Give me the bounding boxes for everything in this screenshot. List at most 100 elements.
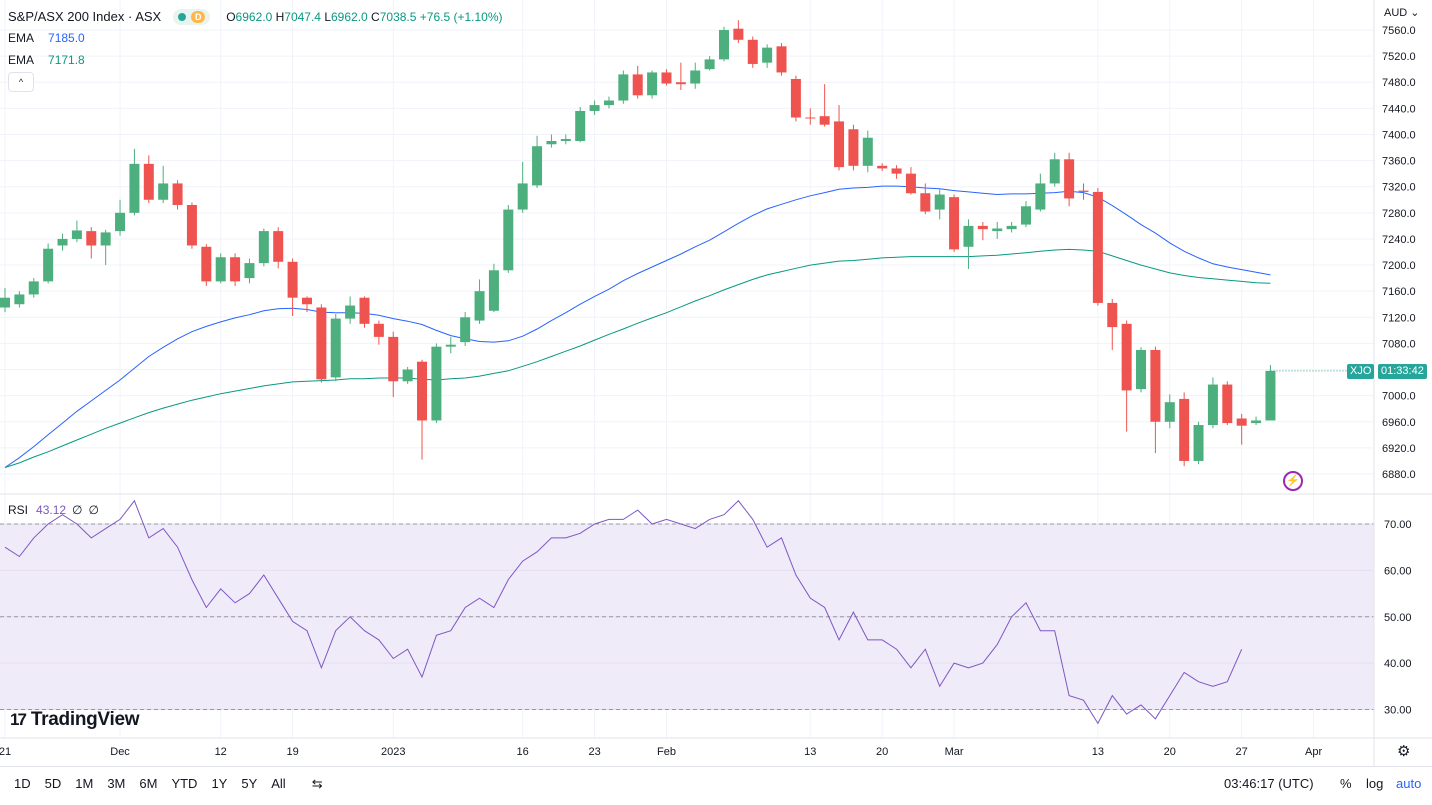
range-1y[interactable]: 1Y bbox=[211, 776, 228, 791]
ema-fast-label: EMA bbox=[8, 31, 35, 45]
rsi-tick-label: 60.00 bbox=[1384, 565, 1412, 577]
logo-text: TradingView bbox=[30, 709, 140, 730]
delayed-badge: D bbox=[191, 11, 206, 23]
utc-clock[interactable]: 03:46:17 (UTC) bbox=[1224, 776, 1314, 791]
candle-up bbox=[488, 270, 499, 311]
price-tick-label: 6960.0 bbox=[1382, 417, 1416, 429]
candle-up bbox=[1049, 159, 1060, 184]
candle-up bbox=[129, 163, 140, 213]
candle-up bbox=[445, 344, 456, 347]
candle-down bbox=[733, 28, 744, 40]
candle-down bbox=[949, 197, 960, 250]
bar-countdown-tag: 01:33:42 bbox=[1378, 364, 1427, 379]
price-tick-label: 7560.0 bbox=[1382, 25, 1416, 37]
candle-up bbox=[934, 194, 945, 210]
collapse-legend-button[interactable]: ^ bbox=[8, 72, 34, 92]
range-5y[interactable]: 5Y bbox=[241, 776, 258, 791]
range-all[interactable]: All bbox=[271, 776, 286, 791]
open-label: O bbox=[226, 10, 236, 24]
time-tick-label: 19 bbox=[286, 746, 298, 758]
candle-down bbox=[977, 225, 988, 230]
log-scale-toggle[interactable]: log bbox=[1366, 776, 1384, 791]
ema-slow-legend[interactable]: EMA 7171.8 bbox=[8, 53, 85, 67]
candle-down bbox=[1179, 398, 1190, 461]
candle-up bbox=[431, 346, 442, 421]
tradingview-mark-icon: 17 bbox=[10, 710, 27, 729]
range-1m[interactable]: 1M bbox=[75, 776, 94, 791]
gear-icon[interactable]: ⚙ bbox=[1397, 743, 1411, 760]
candle-up bbox=[704, 59, 715, 70]
candle-up bbox=[460, 317, 471, 343]
range-5d[interactable]: 5D bbox=[44, 776, 62, 791]
rsi-na-2: ∅ bbox=[88, 503, 99, 517]
rsi-na-1: ∅ bbox=[72, 503, 83, 517]
lightning-icon[interactable]: ⚡ bbox=[1283, 471, 1303, 491]
candle-down bbox=[1121, 323, 1132, 391]
candle-down bbox=[1150, 349, 1161, 422]
currency-selector[interactable]: AUD ⌄ bbox=[1384, 6, 1420, 19]
candle-down bbox=[230, 257, 241, 282]
rsi-legend[interactable]: RSI 43.12 ∅ ∅ bbox=[8, 503, 99, 517]
candle-down bbox=[819, 116, 830, 125]
time-tick-label: 2023 bbox=[381, 746, 405, 758]
price-tick-label: 6880.0 bbox=[1382, 469, 1416, 481]
candle-down bbox=[661, 72, 672, 84]
candle-up bbox=[862, 137, 873, 166]
candle-up bbox=[963, 225, 974, 247]
candle-down bbox=[877, 165, 888, 169]
tradingview-logo[interactable]: 17 TradingView bbox=[10, 709, 140, 731]
close-label: C bbox=[371, 10, 380, 24]
candle-up bbox=[474, 291, 485, 321]
candle-down bbox=[143, 163, 154, 200]
candle-down bbox=[186, 204, 197, 246]
date-range-icon[interactable]: ⇆ bbox=[311, 775, 323, 791]
candle-down bbox=[1064, 159, 1075, 199]
candle-down bbox=[1078, 190, 1089, 192]
symbol-title[interactable]: S&P/ASX 200 Index · ASX bbox=[8, 9, 162, 24]
ema-fast-legend[interactable]: EMA 7185.0 bbox=[8, 31, 85, 45]
candle-down bbox=[201, 246, 212, 282]
high-label: H bbox=[275, 10, 285, 24]
candle-down bbox=[905, 173, 916, 194]
ema-slow-label: EMA bbox=[8, 53, 35, 67]
price-tick-label: 7400.0 bbox=[1382, 129, 1416, 141]
time-tick-label: 12 bbox=[215, 746, 227, 758]
candle-up bbox=[575, 110, 586, 141]
candle-down bbox=[287, 261, 298, 298]
candle-up bbox=[1164, 402, 1175, 422]
auto-scale-toggle[interactable]: auto bbox=[1396, 776, 1422, 791]
range-1d[interactable]: 1D bbox=[14, 776, 31, 791]
price-tick-label: 6920.0 bbox=[1382, 443, 1416, 455]
candle-up bbox=[14, 294, 25, 305]
range-ytd[interactable]: YTD bbox=[171, 776, 198, 791]
candle-up bbox=[1035, 183, 1046, 210]
rsi-tick-label: 50.00 bbox=[1384, 612, 1412, 624]
rsi-value: 43.12 bbox=[36, 503, 67, 517]
percent-scale-toggle[interactable]: % bbox=[1340, 776, 1352, 791]
candle-down bbox=[848, 129, 859, 166]
candle-up bbox=[258, 231, 269, 264]
time-tick-label: 23 bbox=[588, 746, 600, 758]
candle-up bbox=[1020, 206, 1031, 225]
candle-up bbox=[115, 212, 126, 232]
time-tick-label: 20 bbox=[876, 746, 888, 758]
candle-up bbox=[517, 183, 528, 210]
time-tick-label: 21 bbox=[0, 746, 11, 758]
market-status-pill[interactable]: D bbox=[173, 9, 211, 25]
candle-up bbox=[158, 183, 169, 200]
price-tick-label: 7120.0 bbox=[1382, 312, 1416, 324]
candle-up bbox=[330, 318, 341, 378]
candle-up bbox=[690, 70, 701, 84]
range-3m[interactable]: 3M bbox=[107, 776, 126, 791]
close-value: 7038.5 bbox=[379, 10, 417, 24]
candle-up bbox=[560, 139, 571, 141]
price-tick-label: 7440.0 bbox=[1382, 103, 1416, 115]
range-6m[interactable]: 6M bbox=[139, 776, 158, 791]
ema-fast-line bbox=[4, 185, 1271, 468]
ema-fast-value: 7185.0 bbox=[48, 31, 85, 45]
candle-down bbox=[301, 297, 312, 305]
price-tick-label: 7000.0 bbox=[1382, 391, 1416, 403]
candle-down bbox=[776, 46, 787, 73]
candle-up bbox=[618, 74, 629, 101]
